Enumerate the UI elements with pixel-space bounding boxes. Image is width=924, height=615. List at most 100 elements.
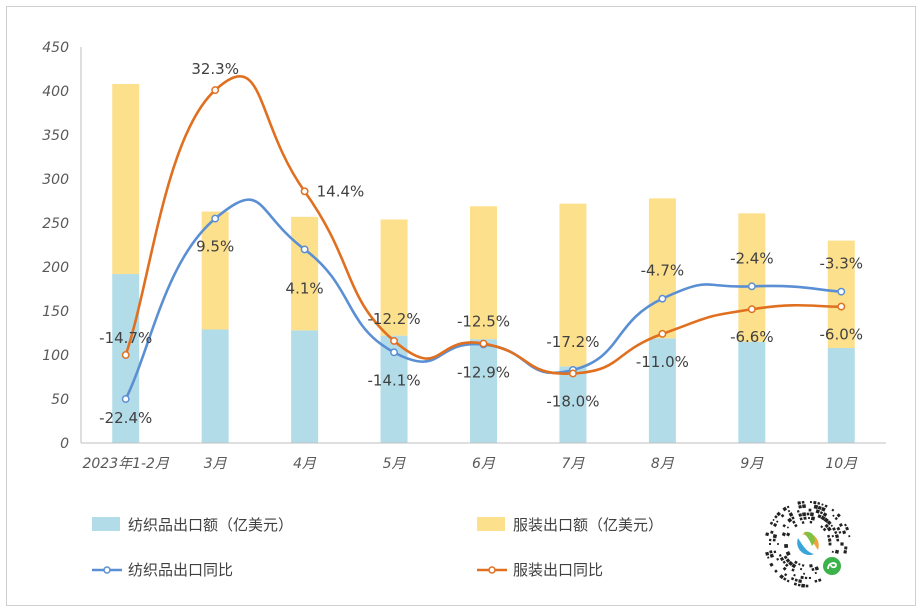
qr-dot [791,563,797,569]
qr-dot [803,516,807,520]
qr-dot [809,564,813,568]
apparel-yoy-data-label: -6.0% [820,326,864,344]
qr-dot [817,514,822,519]
qr-dot [844,523,847,527]
qr-dot [765,532,770,537]
legend-swatch-textile-bar [92,517,120,531]
x-tick-label: 8月 [651,456,675,472]
qr-dot [831,508,835,512]
x-tick-label: 7月 [561,456,585,472]
qr-dot [777,543,779,545]
qr-dot [773,550,777,554]
qr-dot [785,558,791,563]
textile-yoy-point [121,395,130,403]
qr-dot [796,510,800,513]
bar-apparel-export [380,219,408,336]
apparel-yoy-point [479,339,488,348]
legend-label-apparel-line: 服装出口同比 [513,561,603,579]
textile-yoy-data-label: -2.4% [730,249,774,267]
bar-apparel-export [559,203,587,367]
qr-dot [809,512,814,517]
qr-dot [834,534,840,539]
y-tick-label: 450 [42,40,69,56]
x-tick-label: 10月 [825,456,858,472]
qr-dot [810,516,816,521]
bar-apparel-export [648,198,676,339]
legend-marker-textile-line [103,566,111,574]
textile-yoy-point [211,214,220,223]
qr-dot [780,513,785,518]
apparel-yoy-point [121,351,130,359]
qr-dot [769,562,774,567]
qr-dot [784,573,788,577]
qr-dot [768,538,772,542]
qr-dot [798,579,803,584]
bar-textile-export [827,347,855,443]
y-tick-label: 50 [51,392,69,408]
qr-dot [776,557,780,561]
qr-dot [794,578,798,582]
textile-yoy-data-label: 9.5% [196,238,234,256]
bar-apparel-export [201,211,229,330]
legend-label-textile-line: 纺织品出口同比 [128,561,233,579]
apparel-yoy-data-label: -12.2% [368,310,421,328]
qr-dot [830,524,834,527]
qr-dot [805,584,809,588]
bar-textile-export [738,341,766,443]
qr-dot [820,525,824,529]
legend-marker-apparel-line [488,566,496,574]
qr-dot [782,560,786,564]
qr-dot [814,571,817,575]
qr-dot [809,520,813,524]
qr-dot [842,530,847,535]
qr-dot [783,555,788,560]
qr-dot [832,514,835,517]
qr-dot [824,504,828,508]
qr-dot [773,522,778,528]
x-tick-label: 3月 [204,456,228,472]
apparel-yoy-data-label: 14.4% [317,182,365,200]
textile-yoy-data-label: -17.2% [546,333,599,351]
x-tick-label: 6月 [472,456,496,472]
y-tick-label: 300 [42,172,69,188]
x-axis: 2023年1-2月 3月 4月 5月 6月 7月 8月 9月 10月 [81,442,886,472]
qr-dot [781,532,786,537]
qr-dot [824,523,829,529]
qr-dot [831,534,835,538]
qr-dot [813,500,817,505]
qr-dot [838,530,842,534]
qr-dot [787,509,791,513]
qr-dot [802,504,806,509]
bar-textile-export [559,366,587,443]
qr-dot [798,505,802,509]
qr-dot [775,520,779,523]
qr-dot [786,579,790,583]
textile-yoy-point [300,245,309,254]
bar-apparel-export [112,83,140,275]
qr-dot [791,516,795,520]
qr-dot [770,530,774,535]
qr-dot [840,542,844,546]
apparel-yoy-point [837,302,846,311]
qr-dot [797,583,801,587]
apparel-yoy-point [658,329,667,338]
apparel-yoy-point [390,336,399,345]
qr-dot [809,501,813,504]
qr-dot [834,530,838,535]
y-tick-label: 250 [42,216,69,232]
textile-yoy-line [124,198,842,400]
x-tick-label: 9月 [740,456,764,472]
chart-frame [6,6,916,606]
qr-dot [798,513,803,517]
qr-dot [769,521,774,526]
y-tick-label: 200 [42,260,69,276]
qr-dot [793,582,798,586]
qr-dot [808,576,812,580]
y-tick-label: 100 [42,348,69,364]
qr-dot [817,501,821,505]
qr-dot [845,526,850,531]
qr-dot [774,569,778,573]
qr-dot [782,506,788,512]
qr-dot [794,523,798,528]
y-tick-label: 350 [42,128,69,144]
